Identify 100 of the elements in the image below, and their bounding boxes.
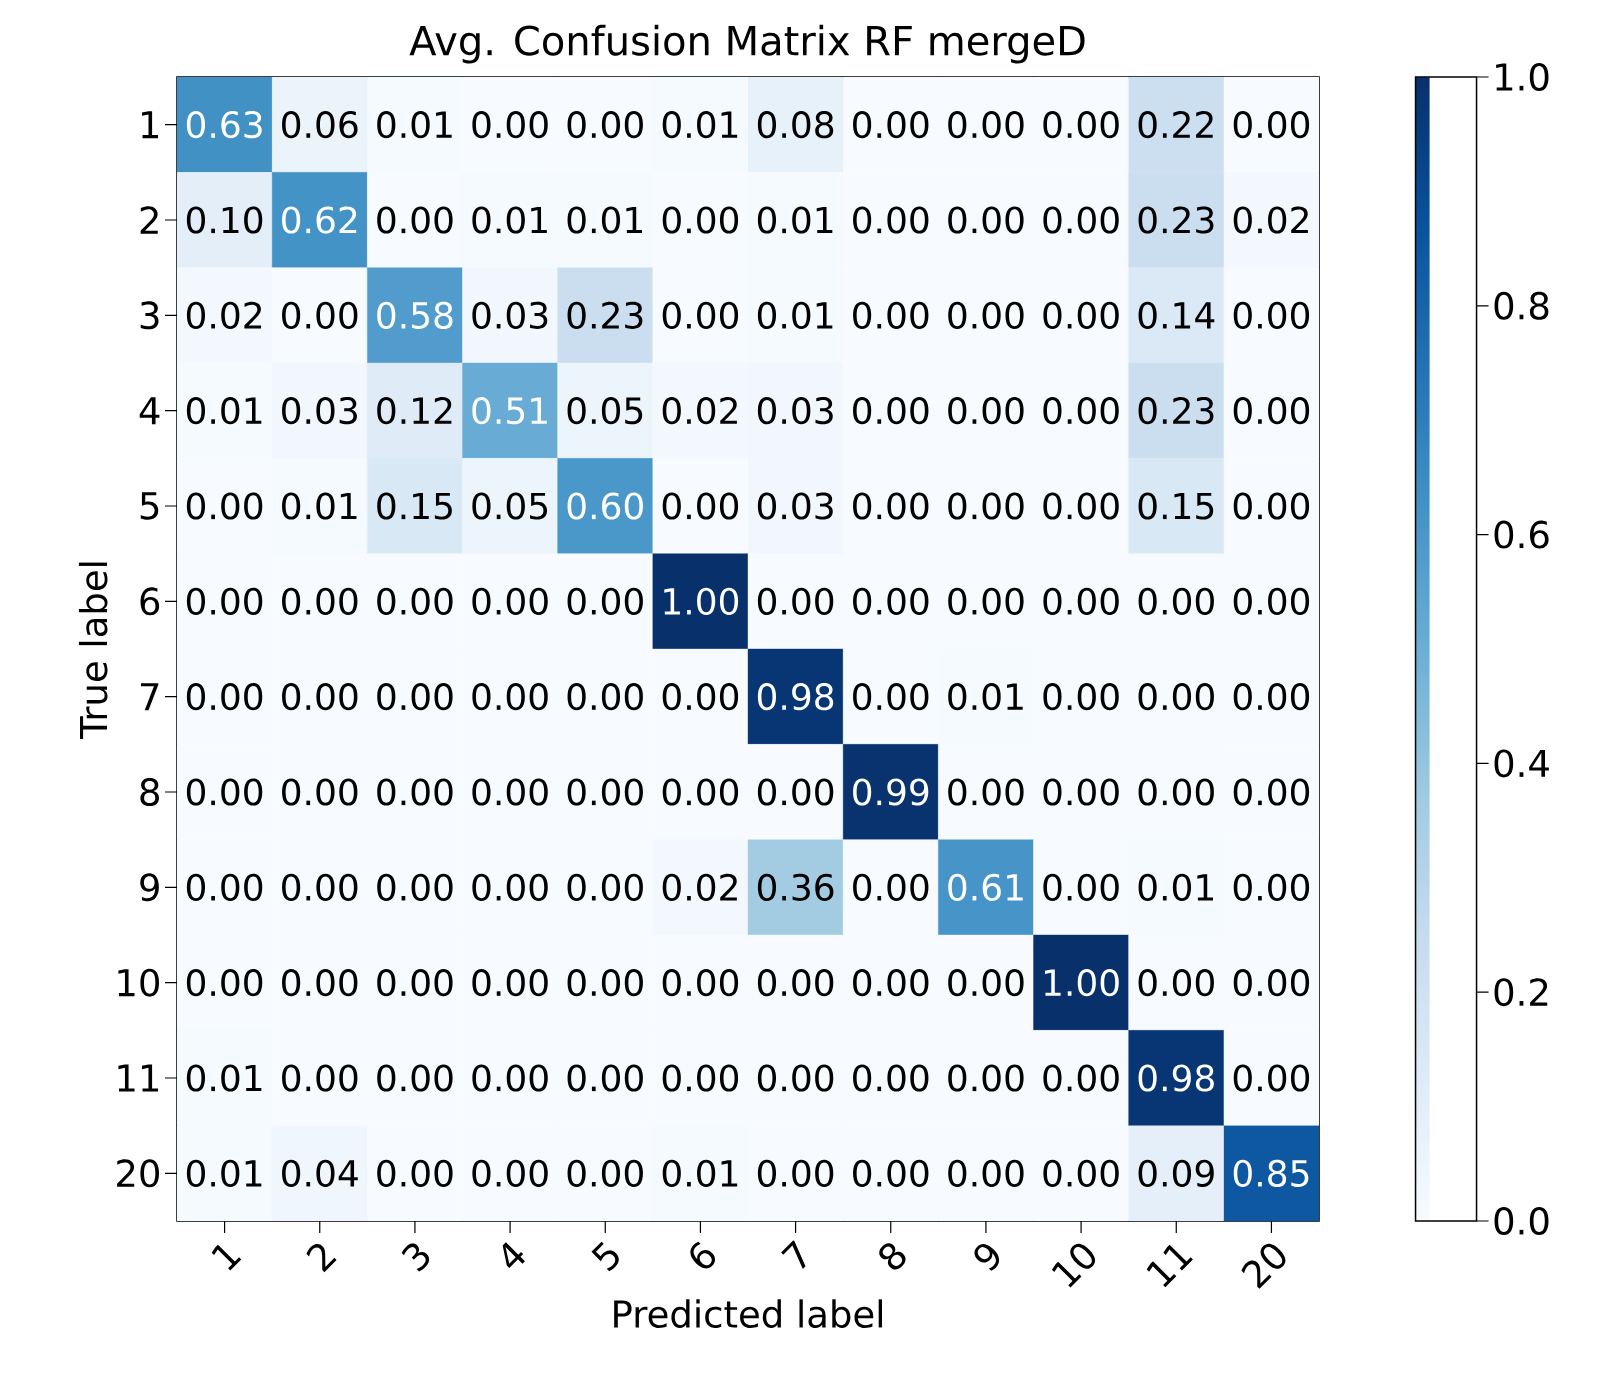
x-tick-label: 3 (401, 1243, 430, 1272)
data-label: 0.00 (1138, 969, 1214, 997)
data-label: 0.00 (853, 683, 929, 711)
data-label: 0.01 (186, 397, 262, 425)
data-label: 1.00 (664, 587, 739, 615)
data-label: 0.98 (757, 683, 834, 711)
data-label: 0.60 (567, 492, 643, 520)
data-label: 0.01 (186, 1159, 262, 1187)
data-label: 0.00 (472, 683, 548, 711)
data-label: 0.98 (1138, 1064, 1214, 1092)
data-label: 0.00 (1233, 111, 1310, 139)
x-tick-label: 4 (502, 1242, 525, 1268)
data-label: 0.00 (186, 969, 263, 997)
data-label: 0.00 (567, 683, 643, 711)
data-label: 0.15 (1138, 492, 1214, 520)
color-bar-label: 0.4 (1494, 749, 1549, 778)
data-label: 0.14 (1138, 301, 1215, 329)
x-tick-label: 7 (781, 1240, 806, 1269)
data-label: 0.00 (282, 1064, 358, 1092)
data-label: 0.00 (1043, 1159, 1119, 1187)
data-label: 0.00 (186, 873, 263, 901)
data-label: 0.01 (757, 301, 833, 329)
data-label: 0.00 (757, 778, 834, 806)
data-label: 0.00 (757, 587, 834, 615)
data-label: 0.00 (1138, 683, 1214, 711)
data-label: 0.00 (662, 301, 739, 329)
data-label: 0.00 (472, 587, 548, 615)
x-tick-label: 2 (306, 1243, 337, 1273)
data-label: 0.00 (186, 778, 263, 806)
y-tick-label: 2 (140, 206, 158, 234)
color-bar-label: 0.6 (1494, 520, 1549, 549)
data-label: 0.03 (282, 397, 357, 425)
data-label: 0.06 (282, 111, 358, 139)
data-label: 0.00 (377, 683, 453, 711)
data-label: 0.00 (1233, 301, 1310, 329)
data-label: 0.63 (186, 111, 262, 139)
data-label: 0.00 (1043, 778, 1119, 806)
y-tick-label: 11 (118, 1064, 159, 1092)
data-label: 0.01 (282, 492, 357, 520)
x-tick-label: 8 (879, 1243, 906, 1270)
data-label: 0.00 (567, 873, 643, 901)
data-label: 0.00 (853, 492, 929, 520)
data-label: 0.10 (186, 206, 263, 234)
data-label: 0.00 (567, 969, 643, 997)
x-tick-label: 10 (1051, 1243, 1096, 1288)
data-label: 0.85 (1233, 1159, 1309, 1187)
data-label: 0.00 (853, 1159, 929, 1187)
data-label: 0.00 (282, 587, 358, 615)
data-label: 0.00 (948, 111, 1024, 139)
data-label: 0.03 (472, 301, 548, 329)
data-label: 0.00 (1138, 587, 1214, 615)
x-tick-label: 6 (690, 1241, 716, 1269)
data-label: 0.00 (853, 873, 929, 901)
y-tick-label: 7 (140, 683, 159, 711)
data-label: 0.99 (853, 778, 929, 806)
data-label: 0.01 (567, 206, 642, 234)
y-tick-label: 1 (141, 111, 159, 139)
data-label: 0.00 (377, 206, 453, 234)
data-label: 0.00 (377, 969, 453, 997)
data-label: 0.00 (662, 969, 739, 997)
data-label: 0.00 (1233, 1064, 1310, 1092)
data-label: 0.00 (948, 778, 1024, 806)
y-tick-label: 5 (140, 492, 159, 520)
color-bar-label: 0.2 (1494, 978, 1548, 1007)
data-label: 0.00 (567, 587, 643, 615)
data-label: 0.00 (1043, 492, 1119, 520)
data-label: 0.00 (853, 301, 929, 329)
x-tick-label: 9 (974, 1243, 1000, 1271)
data-label: 0.02 (1233, 206, 1308, 234)
data-label: 0.00 (1043, 587, 1119, 615)
data-label: 0.00 (567, 1064, 643, 1092)
data-label: 0.00 (567, 111, 643, 139)
data-label: 0.00 (1043, 873, 1119, 901)
data-label: 0.00 (1043, 301, 1119, 329)
data-label: 0.15 (377, 492, 452, 520)
y-tick-label: 6 (140, 587, 160, 616)
x-tick-label: 1 (211, 1244, 242, 1271)
x-axis-title: Predicted label (614, 1299, 883, 1328)
y-tick-label: 3 (140, 301, 159, 330)
data-label: 0.01 (377, 111, 452, 139)
data-label: 0.23 (1138, 397, 1214, 425)
data-label: 0.01 (662, 111, 738, 139)
data-label: 0.00 (1233, 969, 1310, 997)
data-label: 0.02 (662, 397, 737, 425)
data-label: 0.00 (186, 683, 263, 711)
data-label: 0.00 (1233, 397, 1310, 425)
data-label: 0.00 (1233, 587, 1310, 615)
data-label: 0.00 (282, 969, 358, 997)
data-label: 0.00 (662, 778, 739, 806)
data-label: 0.00 (948, 492, 1024, 520)
data-label: 0.00 (948, 1159, 1024, 1187)
data-label: 0.58 (377, 301, 453, 329)
data-label: 0.00 (377, 587, 453, 615)
data-label: 0.00 (282, 778, 358, 806)
data-label: 0.00 (1233, 778, 1310, 806)
data-label: 0.00 (472, 873, 548, 901)
data-label: 0.00 (757, 969, 834, 997)
color-bar-label: 0.0 (1494, 1207, 1549, 1235)
data-label: 0.08 (757, 111, 834, 139)
data-label: 0.02 (186, 301, 262, 329)
